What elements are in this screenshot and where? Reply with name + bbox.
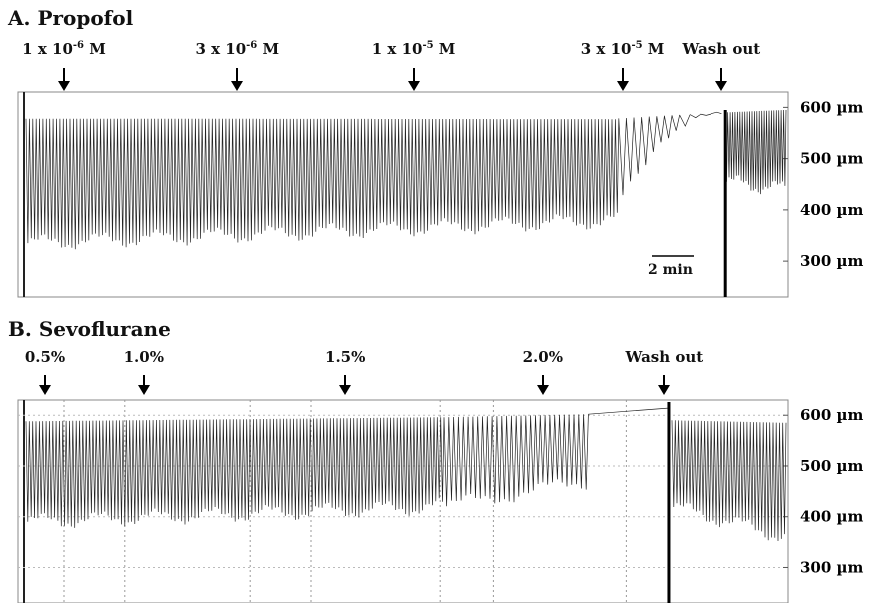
- diameter-trace: [25, 407, 787, 542]
- y-tick-label: 500 µm: [800, 150, 864, 168]
- marker-label-exponent: -5: [422, 40, 434, 51]
- marker-arrow-icon: [231, 68, 244, 91]
- marker-label-base: 3 x 10: [580, 40, 632, 58]
- marker-label: Wash out: [626, 348, 704, 366]
- marker-label: Wash out: [683, 40, 761, 58]
- plot-frame: [17, 91, 789, 298]
- panel-a-title: A. Propofol: [8, 6, 134, 30]
- marker-arrow-icon: [58, 68, 70, 91]
- marker-label-base: 1 x 10: [22, 40, 73, 58]
- marker-label-exponent: -5: [631, 40, 643, 51]
- marker-label-exponent: -6: [72, 40, 84, 51]
- marker-label: 0.5%: [25, 348, 65, 366]
- marker-label-base: 1.0%: [123, 348, 164, 366]
- y-tick-label: 400 µm: [800, 201, 864, 219]
- y-tick-label: 600 µm: [800, 406, 864, 424]
- marker-arrow-icon: [407, 68, 420, 91]
- marker-label-base: 2.0%: [522, 348, 563, 366]
- y-tick-label: 600 µm: [800, 98, 864, 116]
- y-tick-label: 300 µm: [800, 252, 864, 270]
- marker-label-unit: M: [642, 40, 665, 58]
- diameter-trace: [25, 109, 787, 250]
- marker-label-base: 0.5%: [24, 348, 66, 366]
- marker-arrow-icon: [715, 68, 728, 91]
- marker-label: 1.5%: [325, 348, 365, 366]
- panel-b-plot: 600 µm 500 µm 400 µm 300 µm: [17, 399, 864, 603]
- marker-label: 1 x 10-6 M: [22, 40, 106, 58]
- panel-a-plot: 600 µm 500 µm 400 µm 300 µm: [17, 91, 864, 298]
- panel-b-title: B. Sevoflurane: [8, 317, 171, 341]
- marker-arrow-icon: [658, 375, 671, 395]
- marker-label: 3 x 10-5 M: [581, 40, 665, 58]
- marker-label-unit: M: [257, 40, 280, 58]
- plot-frame: [17, 399, 789, 603]
- marker-arrow-icon: [339, 375, 352, 395]
- marker-label-base: Wash out: [625, 348, 704, 366]
- marker-label-base: Wash out: [682, 40, 761, 58]
- marker-arrow-icon: [536, 375, 549, 395]
- marker-label: 3 x 10-6 M: [195, 40, 279, 58]
- marker-label-unit: M: [83, 40, 106, 58]
- marker-label: 2.0%: [523, 348, 563, 366]
- marker-arrow-icon: [39, 375, 51, 395]
- marker-label: 1 x 10-5 M: [372, 40, 456, 58]
- y-tick-label: 300 µm: [800, 558, 864, 576]
- y-tick-label: 500 µm: [800, 457, 864, 475]
- scale-bar-label: 2 min: [648, 262, 693, 278]
- y-tick-label: 400 µm: [800, 508, 864, 526]
- marker-arrow-icon: [616, 68, 629, 91]
- marker-label-base: 1.5%: [325, 348, 366, 366]
- marker-label-unit: M: [433, 40, 456, 58]
- marker-label-base: 3 x 10: [195, 40, 247, 58]
- marker-label-base: 1 x 10: [371, 40, 423, 58]
- marker-arrow-icon: [137, 375, 150, 395]
- marker-label-exponent: -6: [246, 40, 258, 51]
- marker-label: 1.0%: [124, 348, 164, 366]
